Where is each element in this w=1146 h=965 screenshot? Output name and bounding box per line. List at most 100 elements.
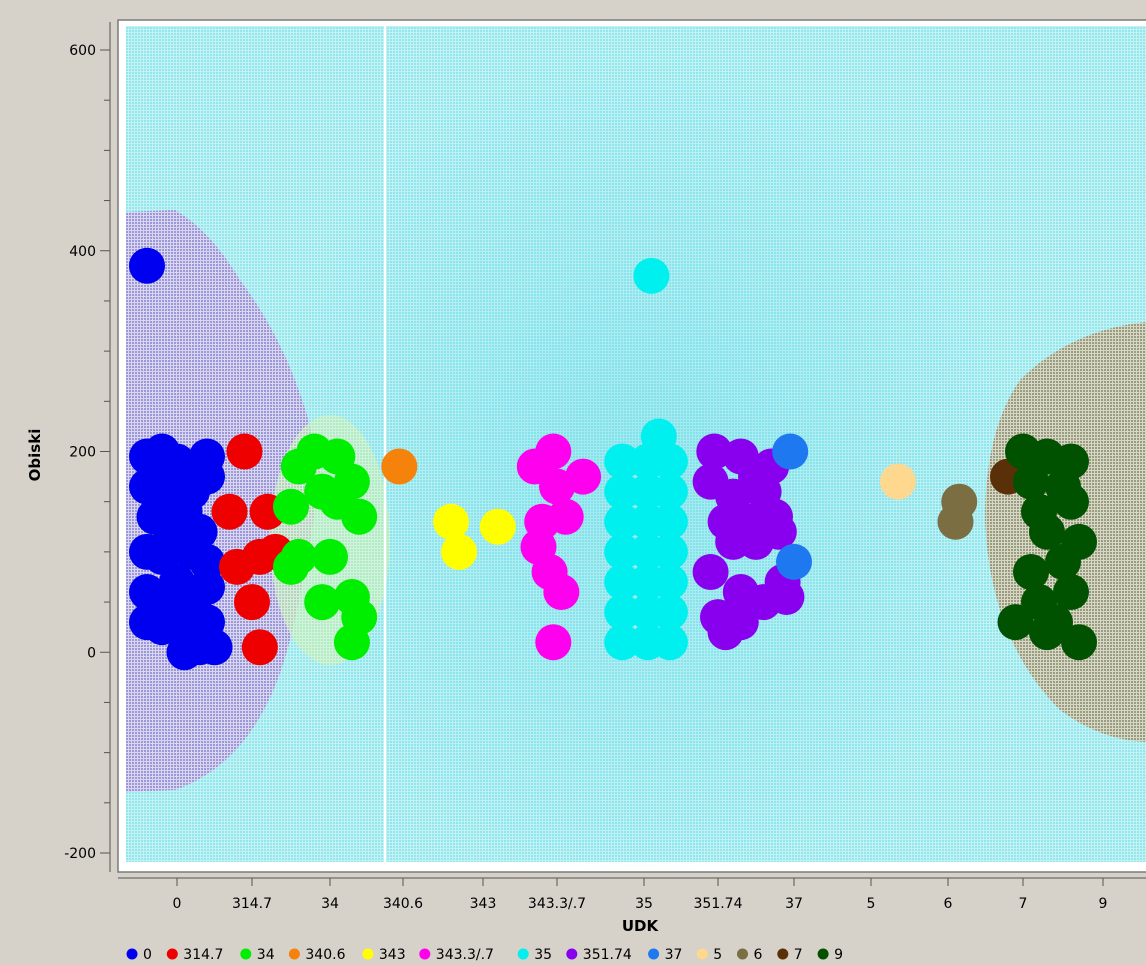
x-axis: 0 314.7 34 340.6 343 343.3/.7 35 351.74 37 5 6 7 9 xyxy=(173,878,1108,912)
point-35 xyxy=(651,563,688,600)
point-343.3/.7 xyxy=(547,498,584,535)
legend-label: 0 xyxy=(143,947,152,963)
x-tick-label: 0 xyxy=(173,896,182,912)
point-0 xyxy=(189,458,225,495)
point-35 xyxy=(604,624,641,661)
legend-item: 340.6 xyxy=(288,947,346,963)
point-35 xyxy=(651,473,688,510)
legend-item: 34 xyxy=(240,947,275,963)
y-axis: -200 0 200 400 600 xyxy=(64,43,110,862)
legend-label: 351.74 xyxy=(583,947,632,963)
legend-swatch xyxy=(419,948,431,960)
point-314.7 xyxy=(226,433,263,470)
x-tick-label: 314.7 xyxy=(232,896,272,912)
data-points xyxy=(129,247,1097,671)
point-37 xyxy=(772,433,809,470)
point-0 xyxy=(129,247,165,284)
legend-item: 6 xyxy=(737,947,763,963)
point-35 xyxy=(651,624,688,661)
y-tick-label: 400 xyxy=(69,244,96,260)
point-34 xyxy=(273,488,309,525)
point-9 xyxy=(1013,553,1049,590)
point-35 xyxy=(604,563,641,600)
legend-label: 7 xyxy=(794,947,803,963)
prediction-background xyxy=(120,22,1146,870)
legend-swatch xyxy=(696,948,708,960)
legend-label: 314.7 xyxy=(183,947,223,963)
legend-label: 34 xyxy=(257,947,275,963)
legend-item: 5 xyxy=(696,947,722,963)
legend: 0 314.7 34 340.6 343 343.3/.7 35 351.74 37 5 6 7 9 xyxy=(126,947,843,963)
x-tick-label: 5 xyxy=(867,896,876,912)
point-343.3/.7 xyxy=(565,458,602,495)
point-0 xyxy=(189,543,225,580)
point-35 xyxy=(651,503,688,540)
legend-swatch xyxy=(288,948,300,960)
point-6 xyxy=(937,503,974,540)
legend-label: 9 xyxy=(834,947,843,963)
point-37 xyxy=(776,543,812,580)
point-343.3/.7 xyxy=(543,574,580,611)
point-35 xyxy=(651,533,688,570)
legend-item: 0 xyxy=(126,947,152,963)
point-9 xyxy=(997,604,1034,641)
point-9 xyxy=(1053,483,1089,520)
legend-swatch xyxy=(737,948,748,960)
legend-item: 35 xyxy=(517,947,552,963)
point-35 xyxy=(604,443,641,480)
x-tick-label: 340.6 xyxy=(383,896,423,912)
legend-item: 7 xyxy=(777,947,803,963)
point-34 xyxy=(304,584,341,621)
y-tick-label: 0 xyxy=(87,645,96,661)
legend-swatch xyxy=(517,948,529,960)
x-tick-label: 343.3/.7 xyxy=(528,896,586,912)
y-tick-label: 200 xyxy=(69,445,96,461)
point-314.7 xyxy=(211,493,248,530)
x-tick-label: 351.74 xyxy=(694,896,743,912)
point-34 xyxy=(312,538,348,575)
legend-item: 343 xyxy=(362,947,406,963)
point-0 xyxy=(189,569,225,606)
legend-swatch xyxy=(166,948,178,960)
point-35 xyxy=(604,533,641,570)
legend-label: 37 xyxy=(665,947,683,963)
legend-swatch xyxy=(126,948,138,960)
legend-label: 340.6 xyxy=(305,947,345,963)
y-tick-label: -200 xyxy=(64,846,96,862)
legend-item: 351.74 xyxy=(566,947,632,963)
point-314.7 xyxy=(234,584,270,621)
legend-label: 343.3/.7 xyxy=(436,947,494,963)
point-9 xyxy=(1061,624,1097,661)
x-tick-label: 7 xyxy=(1019,896,1028,912)
point-351.74 xyxy=(692,553,729,590)
y-tick-label: 600 xyxy=(69,43,96,59)
legend-swatch xyxy=(566,948,578,960)
point-34 xyxy=(341,498,378,535)
x-tick-label: 6 xyxy=(944,896,953,912)
legend-label: 343 xyxy=(379,947,406,963)
point-9 xyxy=(1045,543,1081,580)
point-35 xyxy=(651,443,688,480)
point-9 xyxy=(1053,574,1089,611)
legend-swatch xyxy=(648,948,660,960)
point-9 xyxy=(1029,513,1065,550)
legend-item: 343.3/.7 xyxy=(419,947,494,963)
point-340.6 xyxy=(381,448,418,485)
x-axis-label: UDK xyxy=(622,917,660,935)
x-tick-label: 9 xyxy=(1099,896,1108,912)
point-9 xyxy=(1029,614,1065,651)
legend-item: 314.7 xyxy=(166,947,223,963)
point-35 xyxy=(604,503,641,540)
point-351.74 xyxy=(760,513,797,550)
legend-label: 6 xyxy=(754,947,763,963)
legend-swatch xyxy=(817,948,829,960)
legend-item: 9 xyxy=(817,947,843,963)
point-314.7 xyxy=(241,629,278,666)
point-343.3/.7 xyxy=(535,624,572,661)
legend-label: 5 xyxy=(713,947,722,963)
point-5 xyxy=(879,463,916,500)
point-35 xyxy=(604,594,641,631)
point-34 xyxy=(333,624,370,661)
x-tick-label: 343 xyxy=(470,896,497,912)
